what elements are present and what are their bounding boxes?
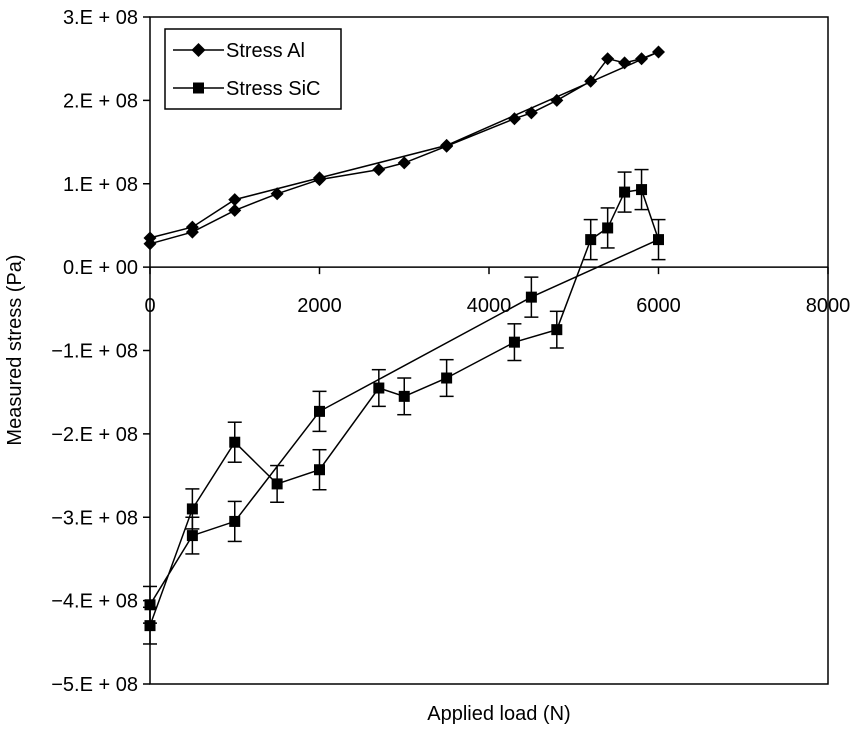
data-point-square — [186, 503, 198, 515]
data-point-diamond — [584, 74, 598, 88]
data-point-square — [229, 436, 241, 448]
data-point-diamond — [397, 156, 411, 170]
data-point-square — [398, 390, 410, 402]
y-axis-ticks: 3.E + 08 2.E + 08 1.E + 08 0.E + 00 −1.E + 0… — [51, 7, 150, 696]
series-2 — [143, 168, 666, 645]
y-axis-title: Measured stress (Pa) — [4, 254, 26, 445]
legend-marker-square — [193, 82, 204, 94]
data-point-square — [636, 184, 648, 196]
data-point-square — [144, 599, 156, 611]
x-tick-label: 4000 — [467, 295, 512, 317]
y-tick-label: 0.E + 00 — [63, 257, 138, 279]
data-point-diamond — [524, 106, 538, 120]
x-axis-title: Applied load (N) — [427, 703, 570, 725]
data-point-diamond — [270, 187, 284, 201]
plot-area-frame — [149, 16, 829, 685]
y-tick-label: 3.E + 08 — [63, 7, 138, 29]
data-point-square — [602, 222, 614, 234]
data-point-diamond — [228, 193, 242, 207]
x-tick-label: 8000 — [806, 295, 851, 317]
data-point-square — [229, 515, 241, 527]
data-point-square — [186, 530, 198, 542]
data-point-square — [144, 620, 156, 632]
data-point-square — [585, 234, 597, 246]
data-point-square — [551, 324, 563, 336]
data-point-square — [441, 372, 453, 384]
data-point-diamond — [143, 231, 157, 245]
data-point-square — [314, 405, 325, 417]
data-point-diamond — [372, 163, 386, 177]
series-layer — [143, 45, 666, 645]
legend-label-stress-al: Stress Al — [226, 40, 305, 62]
data-point-square — [619, 186, 631, 198]
legend: Stress Al Stress SiC — [164, 28, 342, 110]
series-1 — [143, 45, 665, 251]
y-tick-label: 1.E + 08 — [63, 174, 138, 196]
y-tick-label: −1.E + 08 — [51, 341, 138, 363]
data-point-square — [653, 234, 664, 246]
legend-box — [164, 28, 342, 110]
data-point-square — [508, 336, 520, 348]
y-tick-label: 2.E + 08 — [63, 90, 138, 112]
data-point-diamond — [601, 52, 615, 66]
data-point-diamond — [635, 52, 649, 66]
data-point-diamond — [185, 220, 199, 234]
data-point-diamond — [507, 112, 521, 126]
data-point-diamond — [228, 203, 242, 217]
x-tick-label: 6000 — [636, 295, 681, 317]
data-point-square — [525, 291, 537, 303]
data-point-diamond — [618, 56, 632, 70]
legend-label-stress-sic: Stress SiC — [226, 78, 320, 100]
y-tick-label: −3.E + 08 — [51, 507, 138, 529]
data-point-square — [373, 382, 385, 394]
data-point-diamond — [550, 93, 564, 107]
x-axis-ticks: 0 2000 4000 6000 8000 — [144, 267, 850, 317]
legend-marker-diamond — [191, 43, 206, 57]
series-line — [149, 188, 660, 626]
y-tick-label: −5.E + 08 — [51, 674, 138, 696]
data-point-diamond — [652, 45, 665, 59]
data-point-diamond — [313, 171, 326, 185]
data-point-square — [314, 464, 325, 476]
data-point-diamond — [440, 138, 454, 152]
y-tick-label: −4.E + 08 — [51, 591, 138, 613]
x-tick-label: 2000 — [297, 295, 342, 317]
data-point-square — [271, 478, 283, 490]
x-tick-label: 0 — [144, 295, 155, 317]
y-tick-label: −2.E + 08 — [51, 424, 138, 446]
